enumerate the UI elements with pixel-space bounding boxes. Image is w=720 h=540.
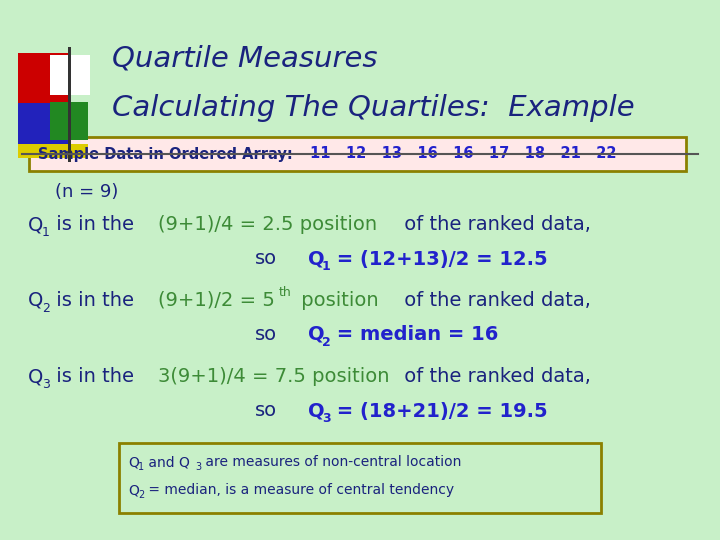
Text: is in the: is in the (50, 291, 140, 309)
Text: 11   12   13   16   16   17   18   21   22: 11 12 13 16 16 17 18 21 22 (310, 146, 616, 161)
Text: 1: 1 (322, 260, 330, 273)
Bar (18, 144, 88, 158)
Text: of the ranked data,: of the ranked data, (398, 291, 591, 309)
Text: Q: Q (128, 483, 139, 497)
Text: = median = 16: = median = 16 (330, 325, 498, 343)
Text: is in the: is in the (50, 368, 140, 387)
Text: position: position (295, 291, 379, 309)
Text: 2: 2 (322, 335, 330, 348)
Text: 3(9+1)/4 = 7.5 position: 3(9+1)/4 = 7.5 position (158, 368, 390, 387)
Text: 3: 3 (42, 379, 50, 392)
Bar (50, 55, 90, 95)
Text: of the ranked data,: of the ranked data, (398, 368, 591, 387)
Text: Q: Q (308, 249, 325, 268)
Text: and Q: and Q (144, 455, 190, 469)
Text: 1: 1 (42, 226, 50, 240)
Text: Q: Q (28, 368, 43, 387)
FancyBboxPatch shape (119, 443, 601, 513)
Text: = (18+21)/2 = 19.5: = (18+21)/2 = 19.5 (330, 402, 548, 421)
Text: 3: 3 (195, 462, 201, 472)
Text: th: th (279, 286, 292, 299)
Text: so: so (255, 249, 277, 268)
Text: 1: 1 (138, 462, 144, 472)
Text: Q: Q (308, 402, 325, 421)
Text: Q: Q (128, 455, 139, 469)
Text: so: so (255, 325, 277, 343)
Text: = (12+13)/2 = 12.5: = (12+13)/2 = 12.5 (330, 249, 548, 268)
Bar (50, 102, 88, 140)
Text: of the ranked data,: of the ranked data, (398, 215, 591, 234)
Text: Quartile Measures: Quartile Measures (112, 45, 377, 73)
Bar (68, 47, 71, 162)
Text: Sample Data in Ordered Array:: Sample Data in Ordered Array: (38, 146, 293, 161)
Text: Q: Q (28, 291, 43, 309)
Text: (n = 9): (n = 9) (55, 183, 118, 201)
Text: 2: 2 (42, 301, 50, 314)
Text: Q: Q (308, 325, 325, 343)
Text: so: so (255, 402, 277, 421)
Text: Calculating The Quartiles:  Example: Calculating The Quartiles: Example (112, 93, 634, 122)
Text: (9+1)/4 = 2.5 position: (9+1)/4 = 2.5 position (158, 215, 377, 234)
Text: 3: 3 (322, 413, 330, 426)
Bar (18, 53, 70, 105)
Text: 2: 2 (138, 490, 144, 500)
Text: = median, is a measure of central tendency: = median, is a measure of central tenden… (144, 483, 454, 497)
Text: is in the: is in the (50, 215, 140, 234)
Text: are measures of non-central location: are measures of non-central location (201, 455, 462, 469)
FancyBboxPatch shape (29, 137, 686, 171)
Text: Q: Q (28, 215, 43, 234)
Bar (18, 103, 70, 145)
Text: (9+1)/2 = 5: (9+1)/2 = 5 (158, 291, 275, 309)
